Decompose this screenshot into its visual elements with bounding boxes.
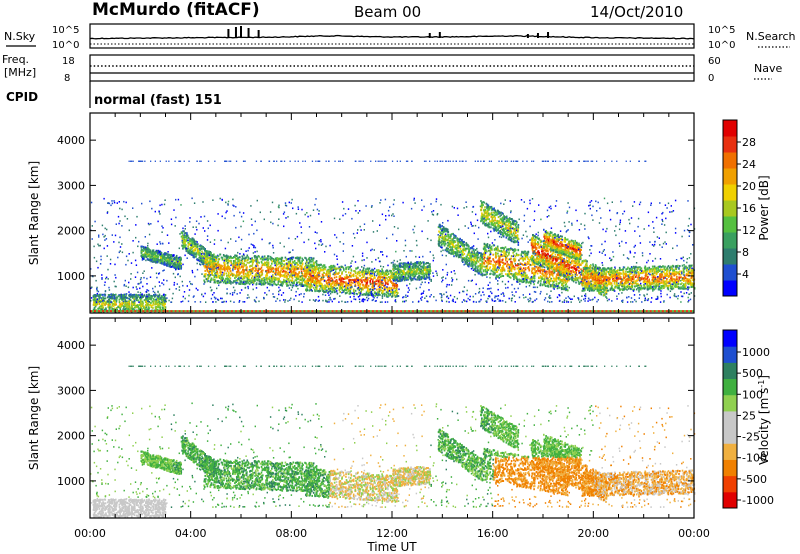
power-colorbar-tick: 20 [742, 180, 756, 193]
cpid-value: normal (fast) 151 [94, 93, 222, 108]
x-tick-label: 12:00 [376, 527, 408, 540]
y-tick-label: 1000 [57, 270, 85, 283]
x-tick-label: 04:00 [175, 527, 207, 540]
velocity-colorbar-tick: 1000 [742, 346, 770, 359]
cpid-label: CPID [6, 90, 38, 104]
power-panel: 1000 2000 3000 4000 Slant Range [km] [27, 113, 696, 313]
power-ylabel: Slant Range [km] [27, 161, 41, 265]
date-label: 14/Oct/2010 [590, 3, 683, 21]
y-tick-label: 3000 [57, 384, 85, 397]
velocity-colorbar-tick: 25 [742, 409, 756, 422]
velocity-heatmap [90, 366, 696, 518]
power-colorbar: 4 8 12 16 20 24 28 Power [dB] [723, 120, 771, 297]
nave-tick-high: 60 [708, 56, 721, 67]
power-colorbar-label: Power [dB] [757, 175, 771, 240]
nsky-tick-high: 10^5 [52, 25, 79, 36]
velocity-x-axis: 00:00 04:00 08:00 12:00 16:00 20:00 00:00 [74, 318, 710, 540]
y-tick-label: 3000 [57, 179, 85, 192]
nsky-panel: N.Sky 10^5 10^0 10^5 10^0 N.Search [4, 24, 796, 51]
freq-tick-high: 18 [62, 56, 75, 67]
power-colorbar-tick: 28 [742, 136, 756, 149]
nsky-series [90, 36, 694, 39]
radar-figure: McMurdo (fitACF) Beam 00 14/Oct/2010 N.S… [0, 0, 800, 554]
nsky-tick-low: 10^0 [52, 40, 79, 51]
nave-tick-low: 0 [708, 73, 714, 84]
x-axis-label: Time UT [366, 540, 417, 554]
station-title: McMurdo (fitACF) [92, 0, 260, 20]
nsearch-label: N.Search [746, 30, 796, 43]
freq-label: Freq. [2, 53, 29, 66]
x-tick-label: 00:00 [74, 527, 106, 540]
y-tick-label: 4000 [57, 134, 85, 147]
nsearch-tick-low: 10^0 [708, 40, 735, 51]
x-tick-label: 20:00 [577, 527, 609, 540]
freq-panel: Freq. [MHz] 18 8 60 0 Nave [2, 53, 782, 84]
nsearch-tick-high: 10^5 [708, 25, 735, 36]
power-heatmap [90, 161, 696, 313]
freq-tick-low: 8 [64, 73, 70, 84]
y-tick-label: 2000 [57, 225, 85, 238]
power-colorbar-tick: 8 [742, 246, 749, 259]
velocity-colorbar-label: Velocity [m s-1] [757, 375, 772, 465]
nave-label: Nave [754, 62, 782, 75]
y-tick-label: 1000 [57, 475, 85, 488]
velocity-colorbar-tick: -1000 [742, 494, 774, 507]
freq-unit: [MHz] [4, 66, 36, 79]
cpid-panel: CPID normal (fast) 151 [6, 81, 222, 108]
power-colorbar-tick: 24 [742, 158, 756, 171]
y-tick-label: 2000 [57, 430, 85, 443]
x-tick-label: 16:00 [477, 527, 509, 540]
power-colorbar-tick: 16 [742, 202, 756, 215]
velocity-ylabel: Slant Range [km] [27, 366, 41, 470]
velocity-colorbar-tick: -500 [742, 473, 767, 486]
y-tick-label: 4000 [57, 339, 85, 352]
nsky-label: N.Sky [4, 30, 36, 43]
power-colorbar-tick: 4 [742, 268, 749, 281]
x-tick-label: 00:00 [678, 527, 710, 540]
power-colorbar-tick: 12 [742, 224, 756, 237]
beam-label: Beam 00 [354, 3, 421, 21]
x-tick-label: 08:00 [275, 527, 307, 540]
